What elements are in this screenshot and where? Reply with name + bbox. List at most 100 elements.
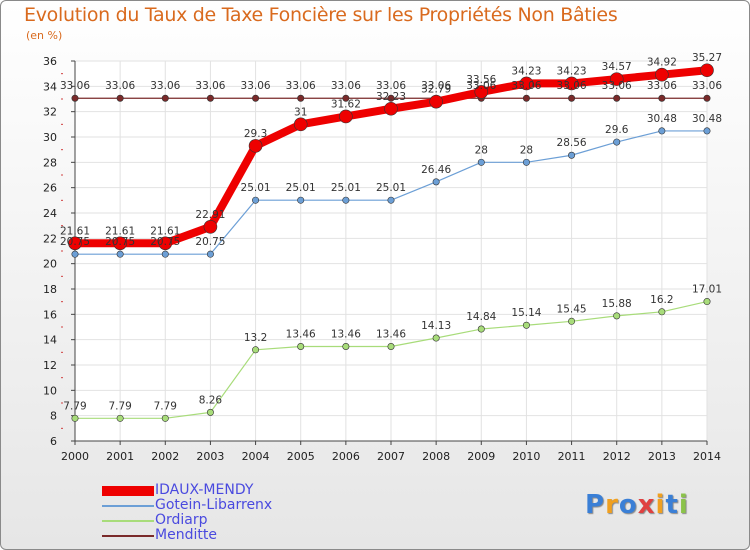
data-point-ordiarp [387, 343, 395, 351]
x-tick-label: 2012 [603, 450, 631, 463]
x-tick-label: 2002 [151, 450, 179, 463]
data-point-gotein-libarrenx [703, 127, 711, 135]
x-tick-label: 2011 [558, 450, 586, 463]
data-label-ordiarp: 17.01 [692, 284, 722, 296]
data-point-menditte [342, 94, 350, 102]
data-label-idaux-mendy: 34.23 [557, 65, 587, 77]
data-label-idaux-mendy: 32.23 [376, 91, 406, 103]
data-label-ordiarp: 15.88 [602, 298, 632, 310]
logo-letter: i [678, 490, 689, 520]
data-label-idaux-mendy: 21.61 [60, 225, 90, 237]
data-label-ordiarp: 13.46 [331, 329, 361, 341]
data-point-idaux-mendy [248, 139, 263, 153]
data-point-ordiarp [703, 298, 711, 306]
data-point-gotein-libarrenx [161, 250, 169, 258]
data-label-gotein-libarrenx: 25.01 [286, 182, 316, 194]
data-label-idaux-mendy: 31.62 [331, 98, 361, 110]
data-point-ordiarp [568, 317, 576, 325]
data-point-gotein-libarrenx [342, 196, 350, 204]
data-label-idaux-mendy: 29.3 [244, 128, 267, 140]
data-point-idaux-mendy [429, 94, 443, 109]
data-point-gotein-libarrenx [116, 250, 124, 258]
data-point-menditte [568, 94, 576, 102]
x-tick-label: 2013 [648, 450, 676, 463]
legend-swatch [102, 535, 154, 537]
legend-swatch [102, 520, 154, 522]
data-point-ordiarp [522, 321, 530, 329]
data-label-gotein-libarrenx: 20.75 [105, 236, 135, 248]
y-tick-label: 24 [43, 207, 57, 220]
logo-letter: x [637, 490, 656, 520]
data-label-menditte: 33.06 [692, 80, 722, 92]
data-label-gotein-libarrenx: 26.46 [421, 164, 451, 176]
y-tick-label: 34 [43, 80, 57, 93]
data-label-gotein-libarrenx: 30.48 [647, 113, 677, 125]
data-point-ordiarp [206, 408, 214, 416]
data-point-gotein-libarrenx [71, 250, 79, 258]
data-point-ordiarp [342, 343, 350, 351]
data-point-idaux-mendy [609, 72, 624, 86]
data-point-ordiarp [432, 334, 440, 342]
data-label-idaux-mendy: 34.23 [511, 65, 541, 77]
data-point-gotein-libarrenx [522, 158, 530, 166]
data-label-menditte: 33.06 [647, 80, 677, 92]
data-label-idaux-mendy: 32.79 [421, 84, 451, 96]
data-point-idaux-mendy [700, 63, 714, 78]
x-tick-label: 2009 [467, 450, 495, 463]
y-tick-label: 28 [43, 156, 57, 169]
data-label-idaux-mendy: 34.57 [602, 61, 632, 73]
legend-label: Ordiarp [155, 512, 208, 528]
data-label-ordiarp: 8.26 [199, 394, 223, 406]
data-label-ordiarp: 7.79 [154, 400, 177, 412]
data-label-idaux-mendy: 21.61 [105, 225, 135, 237]
data-label-ordiarp: 14.13 [421, 320, 451, 332]
data-point-menditte [116, 94, 124, 102]
data-point-idaux-mendy [113, 236, 127, 251]
data-point-gotein-libarrenx [477, 158, 485, 166]
y-tick-label: 26 [43, 182, 57, 195]
data-point-menditte [703, 94, 711, 102]
data-point-gotein-libarrenx [613, 138, 621, 146]
y-tick-label: 10 [43, 384, 57, 397]
data-point-idaux-mendy [203, 220, 218, 234]
data-label-menditte: 33.06 [466, 80, 496, 92]
y-tick-label: 14 [43, 334, 57, 347]
chart-title: Evolution du Taux de Taxe Foncière sur l… [24, 4, 618, 26]
data-point-menditte [206, 94, 214, 102]
data-label-ordiarp: 7.79 [63, 400, 86, 412]
y-tick-label: 30 [43, 131, 57, 144]
data-point-ordiarp [161, 414, 169, 422]
x-tick-label: 2014 [693, 450, 721, 463]
x-tick-label: 2004 [242, 450, 270, 463]
data-point-idaux-mendy [655, 67, 669, 82]
data-label-menditte: 33.06 [511, 80, 541, 92]
data-label-idaux-mendy: 34.92 [647, 57, 677, 69]
data-label-menditte: 33.06 [241, 80, 271, 92]
data-label-gotein-libarrenx: 25.01 [376, 182, 406, 194]
y-tick-label: 20 [43, 258, 57, 271]
data-label-gotein-libarrenx: 28 [520, 144, 533, 156]
data-point-menditte [522, 94, 530, 102]
x-tick-label: 2010 [512, 450, 540, 463]
x-tick-label: 2006 [332, 450, 360, 463]
x-tick-label: 2003 [196, 450, 224, 463]
legend-label: IDAUX-MENDY [155, 482, 254, 498]
data-point-ordiarp [297, 343, 305, 351]
y-tick-label: 8 [50, 410, 57, 423]
x-tick-label: 2001 [106, 450, 134, 463]
data-label-ordiarp: 13.46 [376, 329, 406, 341]
data-label-menditte: 33.06 [150, 80, 180, 92]
data-label-gotein-libarrenx: 29.6 [605, 124, 629, 136]
data-point-menditte [613, 94, 621, 102]
y-tick-label: 32 [43, 106, 57, 119]
data-label-idaux-mendy: 33.56 [466, 74, 496, 86]
data-point-idaux-mendy [474, 85, 489, 99]
data-label-gotein-libarrenx: 20.75 [195, 236, 225, 248]
data-label-menditte: 33.06 [286, 80, 316, 92]
data-label-ordiarp: 15.14 [511, 307, 541, 319]
data-label-ordiarp: 13.46 [286, 329, 316, 341]
logo-letter: o [618, 490, 638, 520]
data-point-gotein-libarrenx [568, 151, 576, 159]
data-label-gotein-libarrenx: 25.01 [241, 182, 271, 194]
data-point-menditte [252, 94, 260, 102]
